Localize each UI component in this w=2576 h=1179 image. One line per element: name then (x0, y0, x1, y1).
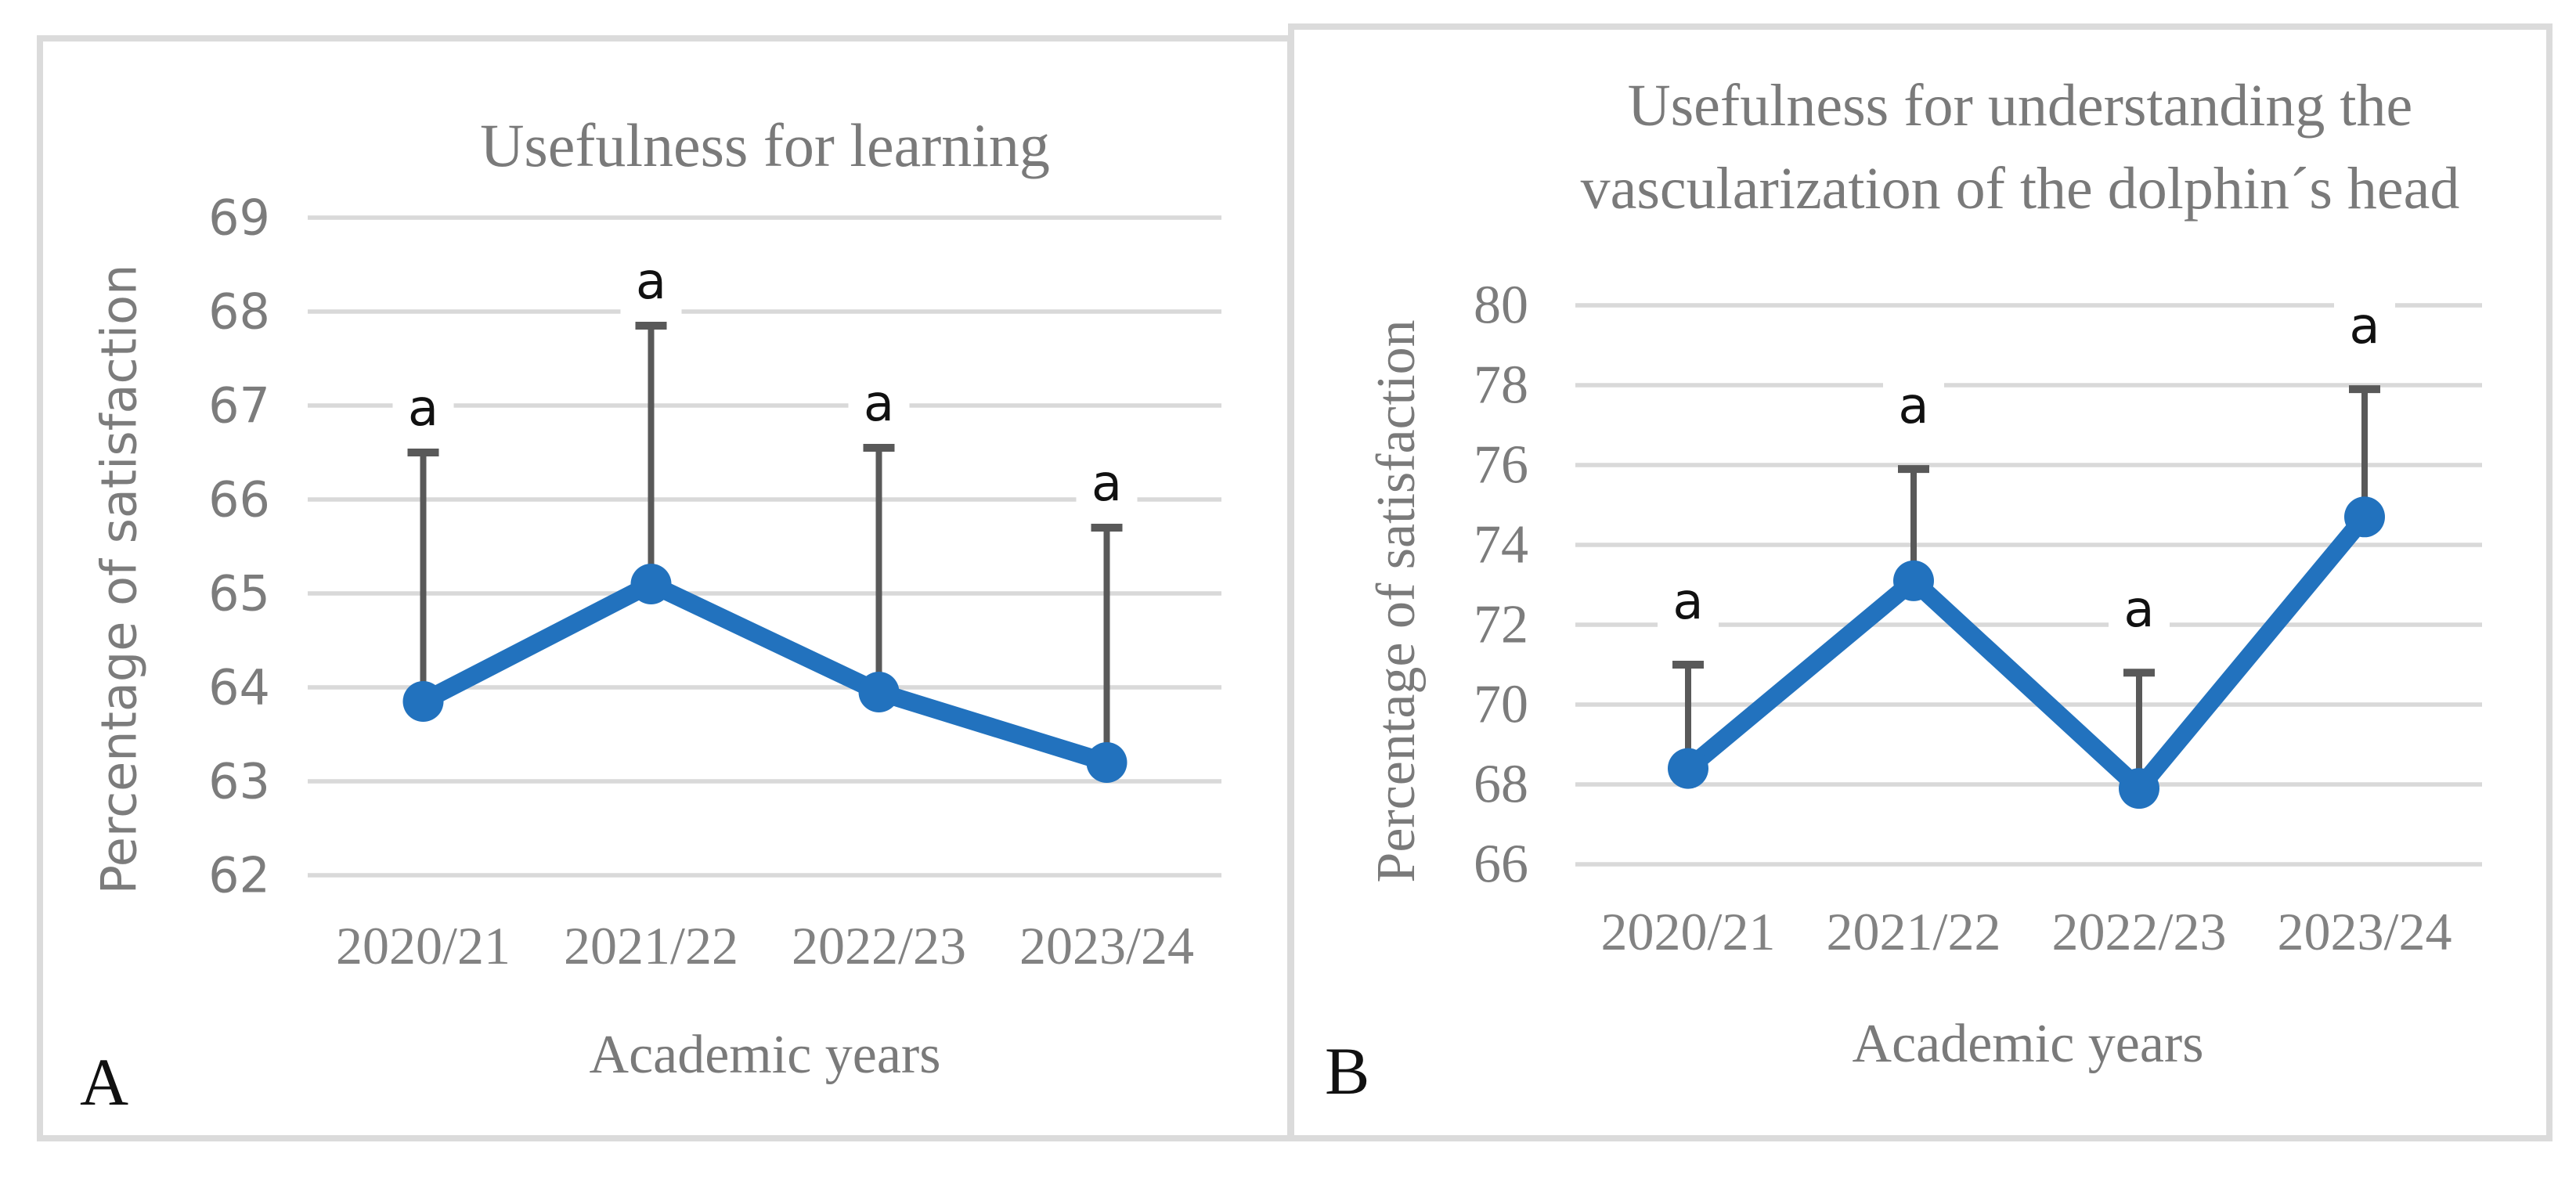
chart-A: a a a a 69 68 67 66 65 64 63 62 2020/21 2021/22 2022/2… (208, 189, 1221, 975)
data-point (402, 681, 444, 722)
y-tick-labels-B: 80 78 76 74 72 70 68 66 (1474, 276, 1528, 895)
data-point (2344, 496, 2385, 538)
panel-letter-B: B (1325, 1033, 1370, 1109)
markers-A (402, 564, 1127, 783)
x-tick-label: 2021/22 (564, 916, 738, 975)
markers-B (1668, 496, 2385, 809)
x-tick-label: 2021/22 (1827, 902, 2001, 961)
annotation-bg (848, 370, 910, 438)
chart-title-B-line1: Usefulness for understanding the (1627, 73, 2413, 139)
y-tick-label: 76 (1474, 435, 1528, 496)
chart-title-B: Usefulness for understanding the vascula… (1472, 64, 2568, 230)
x-tick-labels-A: 2020/21 2021/22 2022/23 2023/24 (336, 916, 1194, 975)
significance-label: a (1091, 455, 1122, 513)
y-tick-label: 69 (208, 189, 270, 247)
x-axis-title-A: Academic years (589, 1025, 941, 1085)
x-tick-label: 2022/23 (2052, 902, 2227, 961)
y-tick-label: 67 (208, 377, 270, 434)
annotation-bg (392, 374, 454, 443)
chart-title-B-line2: vascularization of the dolphin´s head (1580, 156, 2460, 222)
chart-title-A-line: Usefulness for learning (480, 111, 1050, 179)
y-tick-label: 80 (1474, 276, 1528, 336)
y-tick-label: 66 (208, 471, 270, 528)
significance-label: a (2349, 297, 2379, 355)
series-line (1679, 507, 2374, 798)
significance-label: a (2123, 581, 2154, 639)
y-tick-label: 78 (1474, 355, 1528, 416)
y-tick-label: 65 (208, 565, 270, 622)
y-tick-label: 66 (1474, 835, 1528, 895)
gridlines-A (308, 215, 1221, 878)
y-tick-label: 74 (1474, 515, 1528, 575)
y-tick-label: 62 (208, 847, 270, 904)
x-tick-label: 2023/24 (1019, 916, 1194, 975)
x-tick-label: 2023/24 (2278, 902, 2452, 961)
y-tick-label: 68 (1474, 755, 1528, 815)
y-tick-label: 64 (208, 659, 270, 716)
x-axis-title-B: Academic years (1852, 1014, 2204, 1074)
y-tick-label: 70 (1474, 675, 1528, 735)
x-tick-label: 2020/21 (336, 916, 511, 975)
significance-label: a (864, 375, 894, 433)
gridlines-B (1575, 303, 2482, 867)
panel-B-border (1288, 23, 2553, 1141)
significance-label: a (1672, 573, 1703, 631)
x-tick-label: 2022/23 (792, 916, 966, 975)
annotation-bg (2109, 575, 2170, 645)
annotation-bg (1883, 372, 1944, 442)
significance-label: a (1898, 377, 1928, 435)
annotation-bg (1076, 449, 1138, 518)
data-point (1086, 742, 1127, 783)
annotations-B: a a a a (1658, 292, 2395, 645)
annotation-bg (620, 247, 682, 316)
annotations-A: a a a a (392, 247, 1138, 518)
chart-title-A: Usefulness for learning (295, 108, 1235, 182)
x-tick-label: 2020/21 (1601, 902, 1776, 961)
data-point (630, 564, 672, 604)
x-tick-labels-B: 2020/21 2021/22 2022/23 2023/24 (1601, 902, 2452, 961)
annotation-bg (2334, 292, 2395, 362)
y-tick-label: 63 (208, 753, 270, 810)
panel-letter-A: A (80, 1044, 129, 1120)
error-bars-B (1672, 385, 2380, 789)
significance-label: a (408, 380, 438, 438)
y-tick-label: 72 (1474, 595, 1528, 655)
data-point (1668, 748, 1708, 789)
annotation-bg (1658, 568, 1719, 636)
series-line (414, 575, 1116, 772)
y-tick-label: 68 (208, 283, 270, 341)
chart-B: a a a a 80 78 76 74 72 70 68 66 2020/21 2021/22 2022/2… (1474, 276, 2482, 961)
y-axis-title-B: Percentage of satisfaction (1366, 319, 1427, 883)
data-point (1893, 560, 1934, 601)
data-point (2119, 768, 2159, 809)
y-tick-labels-A: 69 68 67 66 65 64 63 62 (208, 189, 270, 904)
error-bars-A (407, 322, 1123, 763)
significance-label: a (636, 253, 666, 311)
data-point (858, 672, 900, 712)
y-axis-title-A: Percentage of satisfaction (90, 264, 148, 895)
